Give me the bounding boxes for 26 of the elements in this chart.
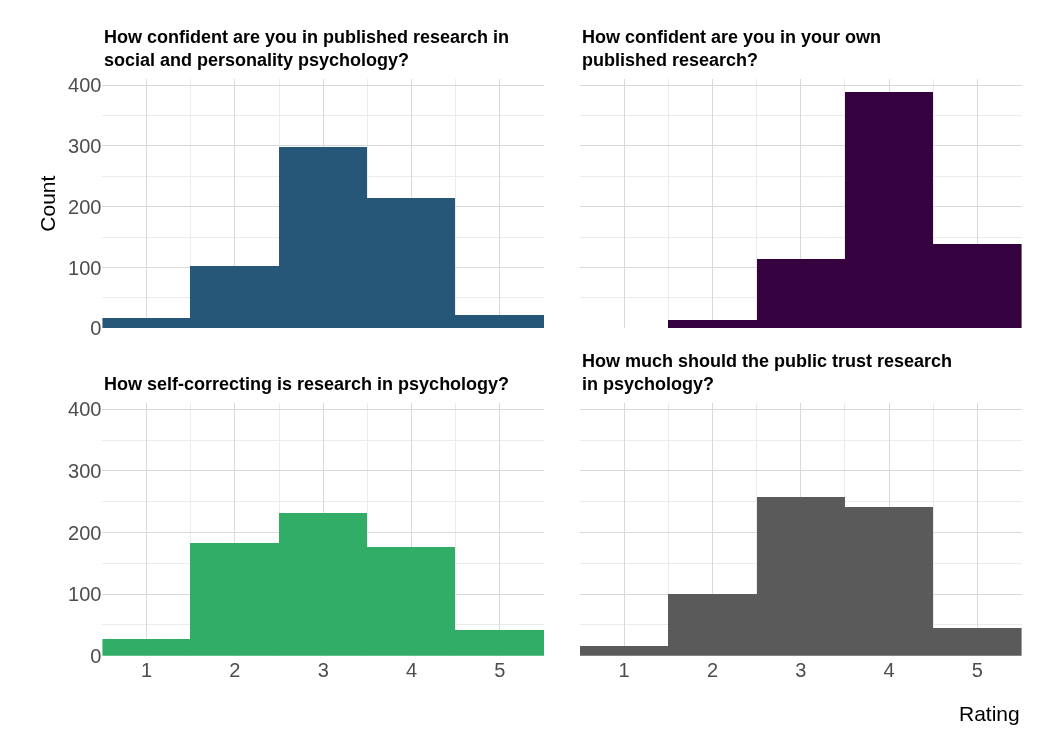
x-tick-label: 3 xyxy=(795,658,807,681)
y-tick-label: 300 xyxy=(68,134,102,157)
x-tick-label: 2 xyxy=(706,658,719,681)
x-tick-label: 2 xyxy=(229,658,241,681)
x-tick-label: 4 xyxy=(406,658,418,681)
y-tick-label: 0 xyxy=(90,317,102,340)
chart-title: How confident are you in published research in social and personality psychology? xyxy=(104,27,510,71)
x-tick-label: 5 xyxy=(971,658,983,681)
x-tick-label: 4 xyxy=(883,658,895,681)
y-axis-title: Count xyxy=(36,175,60,232)
x-tick-label: 1 xyxy=(618,658,630,681)
y-tick-label: 0 xyxy=(90,644,102,667)
y-tick-label: 400 xyxy=(68,398,102,421)
y-tick-label: 200 xyxy=(68,195,102,218)
y-tick-label: 100 xyxy=(68,256,102,279)
x-tick-label: 5 xyxy=(494,658,506,681)
x-axis-title: Rating xyxy=(959,702,1020,725)
x-tick-label: 1 xyxy=(141,658,153,681)
chart-title: How self-correcting is research in psychology? xyxy=(104,374,510,394)
chart-title: How confident are you in your own published research? xyxy=(582,27,882,71)
y-tick-label: 300 xyxy=(68,459,102,482)
x-tick-label: 3 xyxy=(317,658,329,681)
y-tick-label: 100 xyxy=(68,583,102,606)
chart-title: How much should the public trust research in psychology? xyxy=(582,351,953,395)
y-tick-label: 400 xyxy=(68,74,102,97)
y-tick-label: 200 xyxy=(68,521,102,544)
